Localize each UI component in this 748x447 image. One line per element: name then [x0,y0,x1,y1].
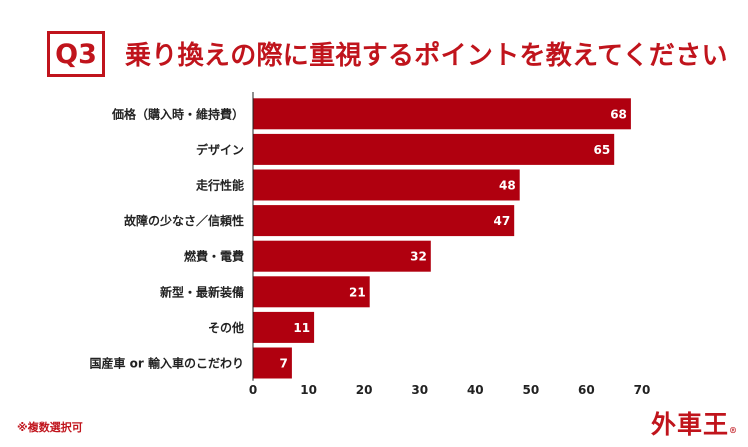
category-label-2: 走行性能 [196,178,244,193]
category-label-3: 故障の少なさ／信頼性 [124,213,244,228]
value-label-7: 7 [280,357,288,371]
value-label-2: 48 [499,179,516,193]
category-label-1: デザイン [196,142,244,157]
category-label-6: その他 [208,320,244,335]
value-label-4: 32 [410,250,427,264]
bar-0 [253,98,631,130]
x-tick-label-40: 40 [467,383,484,397]
chart-header: Q3 乗り換えの際に重視するポイントを教えてください [47,25,737,81]
bar-5 [253,276,370,308]
bar-6 [253,311,315,343]
registered-mark: ® [729,425,739,435]
value-label-5: 21 [349,285,366,299]
category-label-5: 新型・最新装備 [160,284,244,299]
multiple-choice-note: ※複数選択可 [17,421,83,434]
x-tick-label-50: 50 [523,383,540,397]
bar-3 [253,205,515,237]
x-tick-label-30: 30 [411,383,428,397]
category-label-0: 価格（購入時・維持費） [111,106,244,121]
x-tick-label-10: 10 [300,383,317,397]
value-label-1: 65 [593,143,610,157]
value-label-0: 68 [610,107,627,121]
value-label-3: 47 [493,214,510,228]
bar-2 [253,169,520,201]
category-label-4: 燃費・電費 [184,249,244,264]
category-label-7: 国産車 or 輸入車のこだわり [89,356,244,371]
value-label-6: 11 [293,321,310,335]
x-tick-label-70: 70 [634,383,651,397]
x-tick-label-60: 60 [578,383,595,397]
bar-4 [253,240,431,272]
chart-title: 乗り換えの際に重視するポイントを教えてください [125,41,728,71]
bar-7 [253,347,292,379]
x-tick-label-20: 20 [356,383,373,397]
brand-logo-text: 外車王 [651,410,730,439]
x-tick-label-0: 0 [249,383,257,397]
brand-logo: 外車王® [651,405,738,441]
bar-1 [253,133,615,165]
question-badge: Q3 [47,31,105,77]
